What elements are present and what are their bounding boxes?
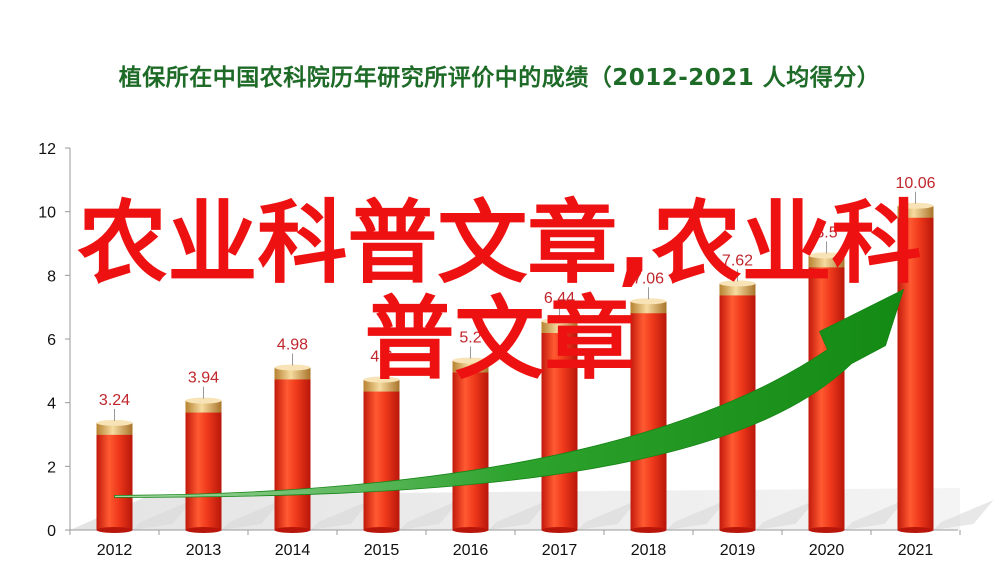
- bar-shadow: [844, 500, 905, 530]
- bar-shadow: [488, 500, 549, 530]
- y-tick-label: 10: [38, 205, 56, 222]
- chart-title: 植保所在中国农科院历年研究所评价中的成绩（2012-2021 人均得分）: [118, 65, 881, 91]
- bar-base: [96, 527, 133, 533]
- y-tick-label: 8: [47, 268, 56, 285]
- bar-base: [274, 527, 311, 533]
- y-tick-label: 12: [38, 141, 56, 158]
- data-label: 8.5: [815, 224, 837, 241]
- bar-shadow: [399, 500, 460, 530]
- bar-cap-top: [541, 317, 578, 324]
- bar-cap-top: [363, 376, 400, 383]
- data-label: 10.06: [895, 175, 935, 192]
- bar-base: [452, 527, 489, 533]
- bar: [185, 404, 222, 530]
- trend-arrow: [114, 288, 905, 498]
- bar-cap: [452, 360, 489, 373]
- bar: [630, 305, 667, 530]
- bar-shadow: [933, 500, 994, 530]
- y-tick-label: 4: [47, 396, 56, 413]
- bar-cap: [185, 400, 222, 413]
- data-label: 3.94: [188, 370, 219, 387]
- bar-cap: [96, 422, 133, 435]
- bar: [897, 209, 934, 531]
- bar-base: [808, 527, 845, 533]
- x-tick-label: 2019: [720, 542, 756, 559]
- bar: [541, 324, 578, 530]
- x-tick-label: 2016: [453, 542, 489, 559]
- bar-shadow: [577, 500, 638, 530]
- bar-cap: [897, 205, 934, 218]
- bar-cap: [719, 283, 756, 296]
- bar-cap: [808, 255, 845, 268]
- bar-base: [541, 527, 578, 533]
- bar: [363, 383, 400, 530]
- bar-cap-top: [96, 419, 133, 426]
- x-tick-label: 2018: [631, 542, 667, 559]
- y-tick-label: 6: [47, 332, 56, 349]
- bar-shadow: [310, 500, 371, 530]
- bar-cap: [630, 301, 667, 314]
- x-tick-label: 2013: [186, 542, 222, 559]
- x-tick-label: 2012: [97, 542, 133, 559]
- bar-base: [719, 527, 756, 533]
- bar-base: [897, 527, 934, 533]
- bar-shadow: [132, 500, 193, 530]
- bars-group: [96, 202, 934, 533]
- bar-cap-top: [897, 202, 934, 209]
- bar-cap: [363, 379, 400, 392]
- bar-shadow: [221, 500, 282, 530]
- bar-base: [363, 527, 400, 533]
- bar-cap-top: [274, 364, 311, 371]
- data-label: 7.06: [633, 270, 664, 287]
- y-tick-label: 0: [47, 523, 56, 540]
- bar-cap-top: [630, 298, 667, 305]
- y-tick-label: 2: [47, 459, 56, 476]
- data-label: 4.6: [370, 349, 392, 366]
- bar-cap-top: [808, 252, 845, 259]
- trend-arrow-shape: [114, 288, 905, 498]
- bar-cap: [541, 320, 578, 333]
- x-tick-label: 2021: [898, 542, 934, 559]
- data-label: 3.24: [99, 392, 130, 409]
- data-label: 6.44: [544, 290, 575, 307]
- bar: [96, 426, 133, 530]
- bar-cap: [274, 367, 311, 380]
- bar-shadow: [666, 500, 727, 530]
- bar: [808, 259, 845, 530]
- data-label: 7.62: [722, 252, 753, 269]
- x-tick-label: 2020: [809, 542, 845, 559]
- bar: [452, 364, 489, 530]
- data-labels-group: 3.24 3.94 4.98 4.6 5.2 6.44 7.06 7.62 8.5 10.06: [99, 175, 936, 421]
- bar: [274, 371, 311, 530]
- bar-base: [185, 527, 222, 533]
- x-tick-label: 2014: [275, 542, 311, 559]
- bar-shadow: [755, 500, 816, 530]
- x-tick-label: 2017: [542, 542, 578, 559]
- data-label: 4.98: [277, 336, 308, 353]
- bar-base: [630, 527, 667, 533]
- bar-cap-top: [719, 280, 756, 287]
- data-label: 5.2: [459, 329, 481, 346]
- x-tick-label: 2015: [364, 542, 400, 559]
- bar-cap-top: [452, 357, 489, 364]
- bar-cap-top: [185, 397, 222, 404]
